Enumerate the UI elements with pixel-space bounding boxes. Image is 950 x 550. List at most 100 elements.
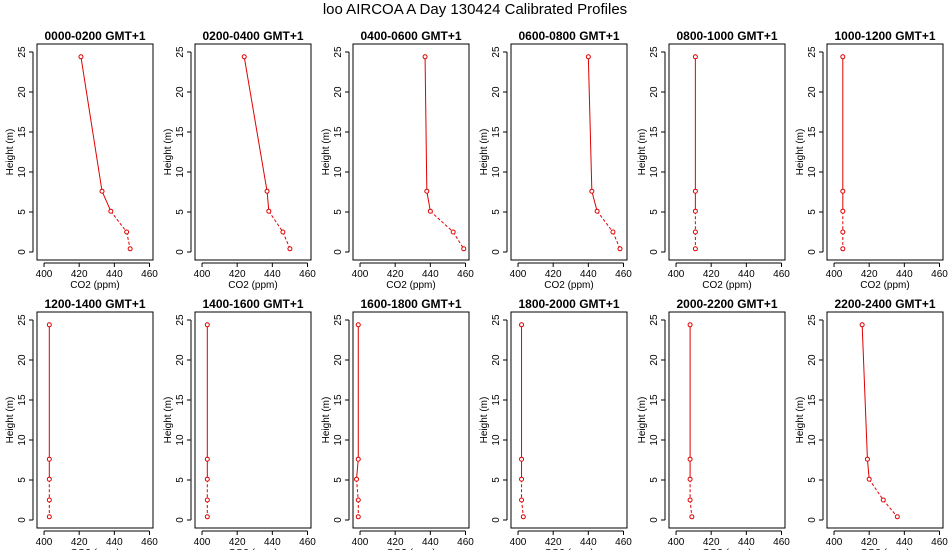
profile-segment [429, 210, 454, 233]
data-point [108, 208, 114, 214]
x-tick-label: 400 [826, 269, 843, 280]
x-tick-label: 460 [931, 537, 948, 548]
panel-5: 1000-1200 GMT+1 400 420 440 460 CO2 (ppm) 0 5 10… [795, 29, 948, 291]
y-tick-label: 10 [333, 434, 344, 446]
x-tick-label: 420 [71, 537, 88, 548]
y-tick-label: 25 [807, 314, 818, 326]
y-tick-label: 15 [649, 126, 660, 138]
panel-6: 1200-1400 GMT+1 400 420 440 460 CO2 (ppm) 0 5 10… [5, 297, 158, 550]
data-point [355, 456, 361, 462]
y-tick-label: 25 [649, 46, 660, 58]
plot-frame [36, 43, 154, 261]
plot-frame [826, 43, 944, 261]
y-tick-label: 0 [175, 517, 186, 523]
data-point [840, 246, 846, 252]
y-axis-label: Height (m) [637, 129, 648, 176]
y-tick-label: 20 [175, 86, 186, 98]
x-axis-label: CO2 (ppm) [702, 548, 751, 550]
profile-segment [882, 499, 898, 518]
x-axis-label: CO2 (ppm) [544, 280, 593, 291]
y-tick-label: 15 [491, 126, 502, 138]
data-point [280, 229, 286, 235]
panel-title: 1600-1800 GMT+1 [360, 297, 461, 311]
x-tick-label: 420 [861, 537, 878, 548]
data-point [204, 322, 210, 328]
data-point [689, 514, 695, 520]
y-tick-label: 10 [649, 166, 660, 178]
x-tick-label: 460 [299, 269, 316, 280]
y-axis-label: Height (m) [479, 397, 490, 444]
x-tick-label: 440 [106, 537, 123, 548]
panel-2: 0400-0600 GMT+1 400 420 440 460 CO2 (ppm) 0 5 10… [321, 29, 474, 291]
y-tick-label: 10 [807, 434, 818, 446]
panel-title: 2000-2200 GMT+1 [676, 297, 777, 311]
y-tick-label: 5 [807, 209, 818, 215]
y-tick-label: 20 [17, 354, 28, 366]
panel-7: 1400-1600 GMT+1 400 420 440 460 CO2 (ppm) 0 5 10… [163, 297, 316, 550]
data-point [461, 246, 467, 252]
x-tick-label: 440 [580, 537, 597, 548]
panel-11: 2200-2400 GMT+1 400 420 440 460 CO2 (ppm) 0 5 10… [795, 297, 948, 550]
x-tick-label: 420 [387, 269, 404, 280]
y-tick-label: 5 [175, 209, 186, 215]
x-axis-label: CO2 (ppm) [860, 548, 909, 550]
y-tick-label: 0 [333, 517, 344, 523]
panel-title: 1800-2000 GMT+1 [518, 297, 619, 311]
y-tick-label: 0 [17, 517, 28, 523]
plot-frame [194, 43, 312, 261]
data-point [840, 188, 846, 194]
profile-segment [356, 479, 359, 501]
plot-frame [668, 43, 786, 261]
y-tick-label: 20 [333, 86, 344, 98]
profile-segment [612, 231, 621, 249]
y-tick-label: 10 [649, 434, 660, 446]
x-tick-label: 440 [738, 537, 755, 548]
panel-9: 1800-2000 GMT+1 400 420 440 460 CO2 (ppm) 0 5 10… [479, 297, 632, 550]
data-point [204, 476, 210, 482]
plot-frame [194, 311, 312, 529]
data-point [520, 514, 526, 520]
profile-segment [426, 191, 431, 212]
x-tick-label: 440 [106, 269, 123, 280]
y-tick-label: 10 [807, 166, 818, 178]
data-point [617, 246, 623, 252]
panel-0: 0000-0200 GMT+1 400 420 440 460 CO2 (ppm) 0 5 10… [5, 29, 158, 291]
y-tick-label: 15 [491, 394, 502, 406]
y-tick-label: 15 [333, 126, 344, 138]
x-tick-label: 400 [668, 537, 685, 548]
y-tick-label: 15 [17, 126, 28, 138]
data-point [424, 188, 430, 194]
panel-1: 0200-0400 GMT+1 400 420 440 460 CO2 (ppm) 0 5 10… [163, 29, 316, 291]
x-axis-label: CO2 (ppm) [386, 280, 435, 291]
y-tick-label: 10 [333, 166, 344, 178]
plot-frame [668, 311, 786, 529]
x-tick-label: 460 [141, 537, 158, 548]
y-tick-label: 0 [175, 249, 186, 255]
data-point [354, 476, 360, 482]
x-axis-label: CO2 (ppm) [860, 280, 909, 291]
y-tick-label: 10 [17, 166, 28, 178]
y-tick-label: 15 [649, 394, 660, 406]
y-tick-label: 20 [807, 354, 818, 366]
y-tick-label: 5 [333, 209, 344, 215]
profile-segment [268, 210, 284, 233]
panel-title: 0200-0400 GMT+1 [202, 29, 303, 43]
y-tick-label: 20 [649, 86, 660, 98]
data-point [864, 456, 870, 462]
x-tick-label: 400 [352, 537, 369, 548]
data-point [589, 188, 595, 194]
x-tick-label: 440 [738, 269, 755, 280]
plot-frame [352, 43, 470, 261]
x-tick-label: 400 [36, 537, 53, 548]
y-tick-label: 0 [491, 517, 502, 523]
profile-segment [689, 499, 693, 517]
y-tick-label: 25 [175, 46, 186, 58]
data-point [687, 322, 693, 328]
data-point [585, 54, 591, 60]
y-tick-label: 0 [649, 249, 660, 255]
data-point [687, 497, 693, 503]
data-point [687, 476, 693, 482]
panel-title: 1000-1200 GMT+1 [834, 29, 935, 43]
data-point [46, 476, 52, 482]
x-tick-label: 420 [71, 269, 88, 280]
